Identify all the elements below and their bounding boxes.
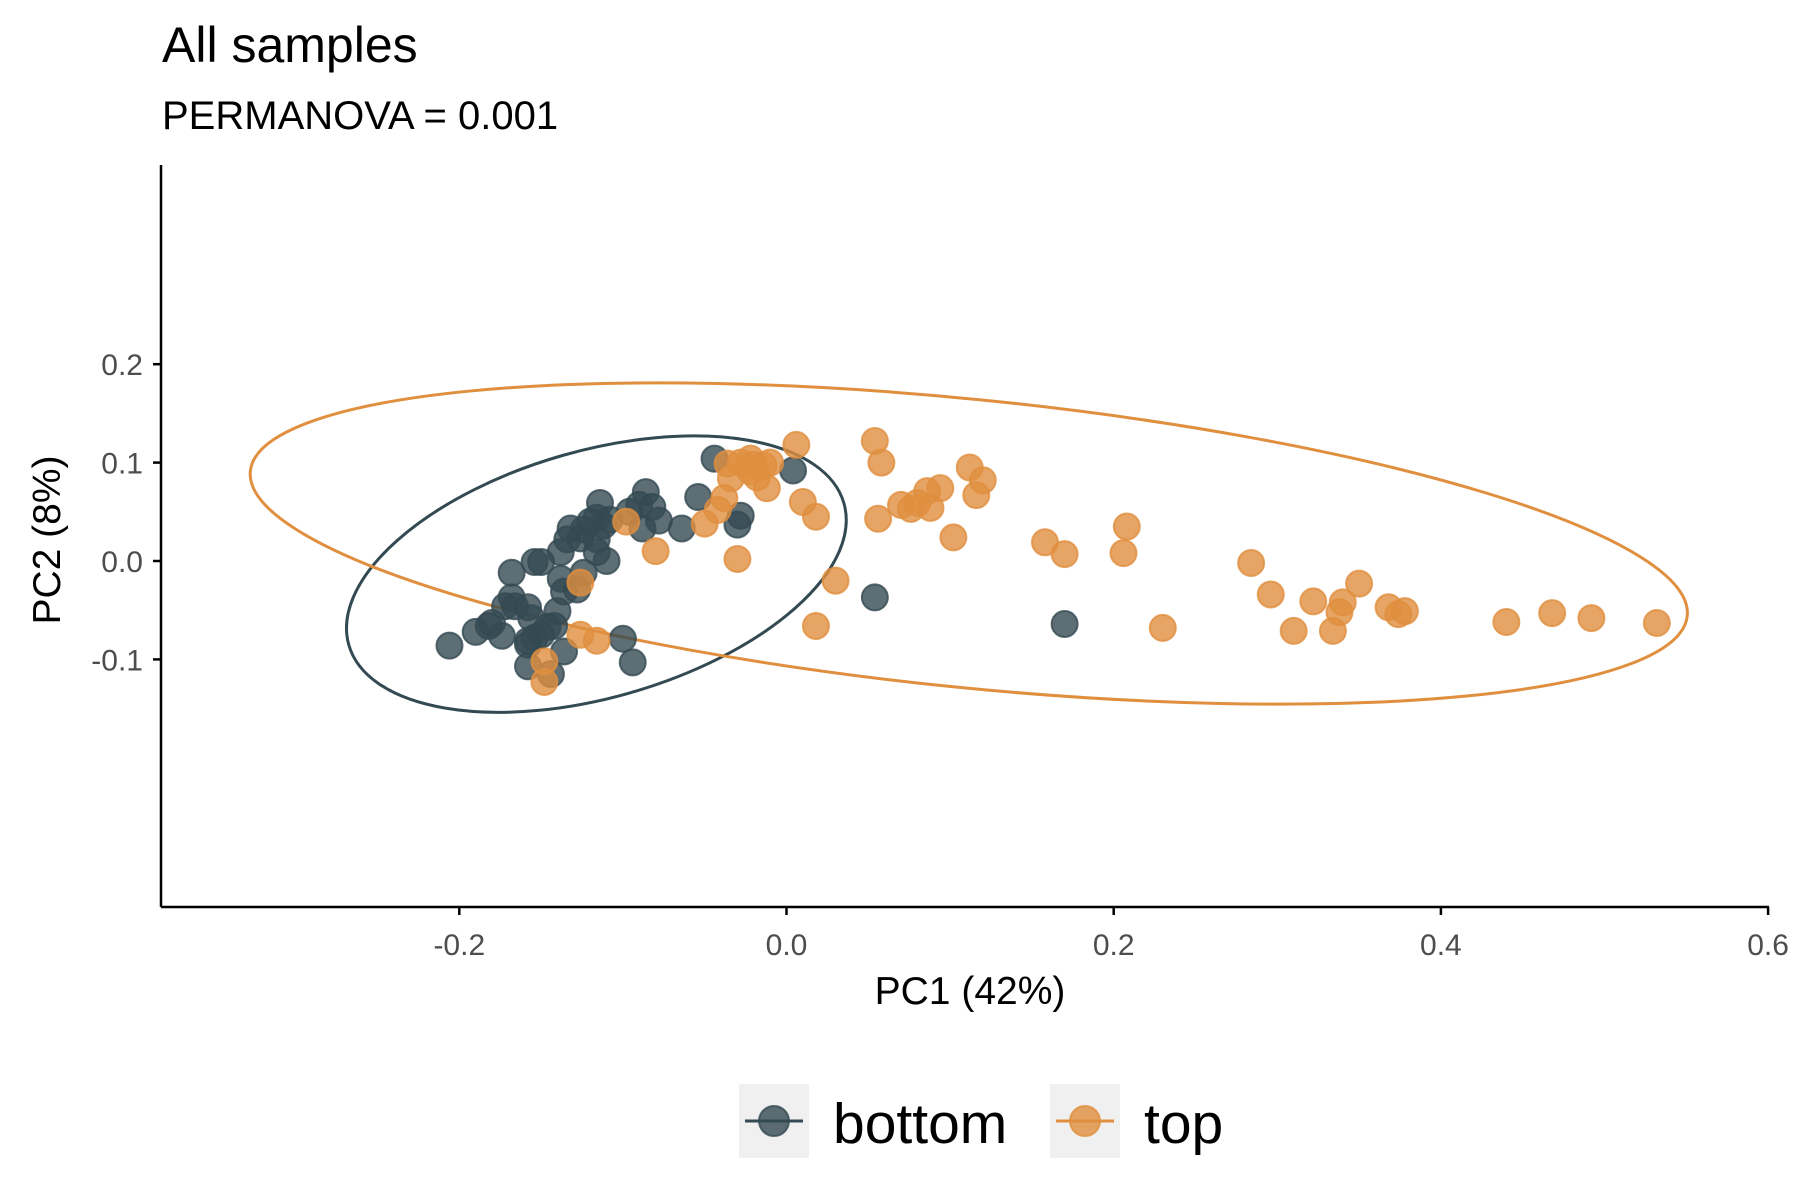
point-top — [801, 502, 830, 531]
ellipse-bottom — [345, 434, 848, 714]
point-top — [1538, 599, 1567, 628]
point-top — [1256, 580, 1285, 609]
legend-label-top: top — [1144, 1092, 1223, 1156]
point-bottom — [723, 510, 752, 539]
point-bottom — [1050, 609, 1079, 638]
point-top — [801, 611, 830, 640]
point-bottom — [497, 558, 526, 587]
point-bottom — [608, 624, 637, 653]
point-top — [1109, 539, 1138, 568]
x-tick-label: 0.4 — [1420, 929, 1462, 962]
y-tick-label: 0.0 — [101, 546, 143, 579]
point-top — [530, 668, 559, 697]
point-bottom — [435, 631, 464, 660]
x-axis-label: PC1 (42%) — [875, 970, 1066, 1013]
legend: bottom top — [739, 1084, 1223, 1158]
point-bottom — [487, 621, 516, 650]
point-top — [723, 545, 752, 574]
legend-label-bottom: bottom — [833, 1092, 1007, 1156]
x-tick-label: 0.6 — [1747, 929, 1789, 962]
x-tick-label: -0.2 — [433, 929, 485, 962]
point-top — [1384, 600, 1413, 629]
ellipse-top — [248, 381, 1689, 706]
point-top — [916, 493, 945, 522]
point-bottom — [667, 514, 696, 543]
point-top — [1492, 608, 1521, 637]
point-top — [1112, 512, 1141, 541]
point-top — [867, 448, 896, 477]
x-axis-ticks: -0.2 0.0 0.2 0.4 0.6 — [433, 907, 1789, 962]
point-top — [612, 507, 641, 536]
point-top — [566, 568, 595, 597]
point-top — [752, 474, 781, 503]
point-top — [582, 626, 611, 655]
legend-key-top-point — [1069, 1105, 1101, 1137]
chart-title: All samples — [162, 17, 418, 73]
y-tick-label: 0.2 — [101, 349, 143, 382]
point-top — [1642, 608, 1671, 637]
point-bottom — [592, 547, 621, 575]
point-top — [1577, 604, 1606, 633]
x-tick-label: 0.0 — [766, 929, 808, 962]
y-axis-ticks: -0.1 0.0 0.1 0.2 — [91, 349, 161, 677]
point-top — [1345, 569, 1374, 598]
point-top — [782, 430, 811, 459]
point-bottom — [618, 648, 647, 677]
point-top — [1148, 613, 1177, 642]
point-top — [1050, 540, 1079, 569]
y-tick-label: -0.1 — [91, 644, 143, 677]
y-axis-label: PC2 (8%) — [26, 455, 69, 624]
point-top — [1299, 587, 1328, 616]
point-top — [864, 504, 893, 533]
x-tick-label: 0.2 — [1093, 929, 1135, 962]
data-points — [435, 426, 1671, 697]
point-top — [1237, 548, 1266, 577]
point-bottom — [860, 583, 889, 612]
legend-key-bottom-point — [758, 1105, 790, 1137]
confidence-ellipses — [248, 381, 1689, 714]
point-top — [1318, 616, 1347, 645]
y-tick-label: 0.1 — [101, 448, 143, 481]
point-bottom — [461, 617, 490, 646]
point-top — [690, 509, 719, 538]
point-top — [821, 566, 850, 595]
point-top — [1279, 616, 1308, 645]
point-top — [641, 537, 670, 566]
point-top — [939, 523, 968, 552]
chart-subtitle: PERMANOVA = 0.001 — [162, 94, 558, 138]
point-bottom — [527, 547, 556, 576]
point-top — [962, 481, 991, 510]
